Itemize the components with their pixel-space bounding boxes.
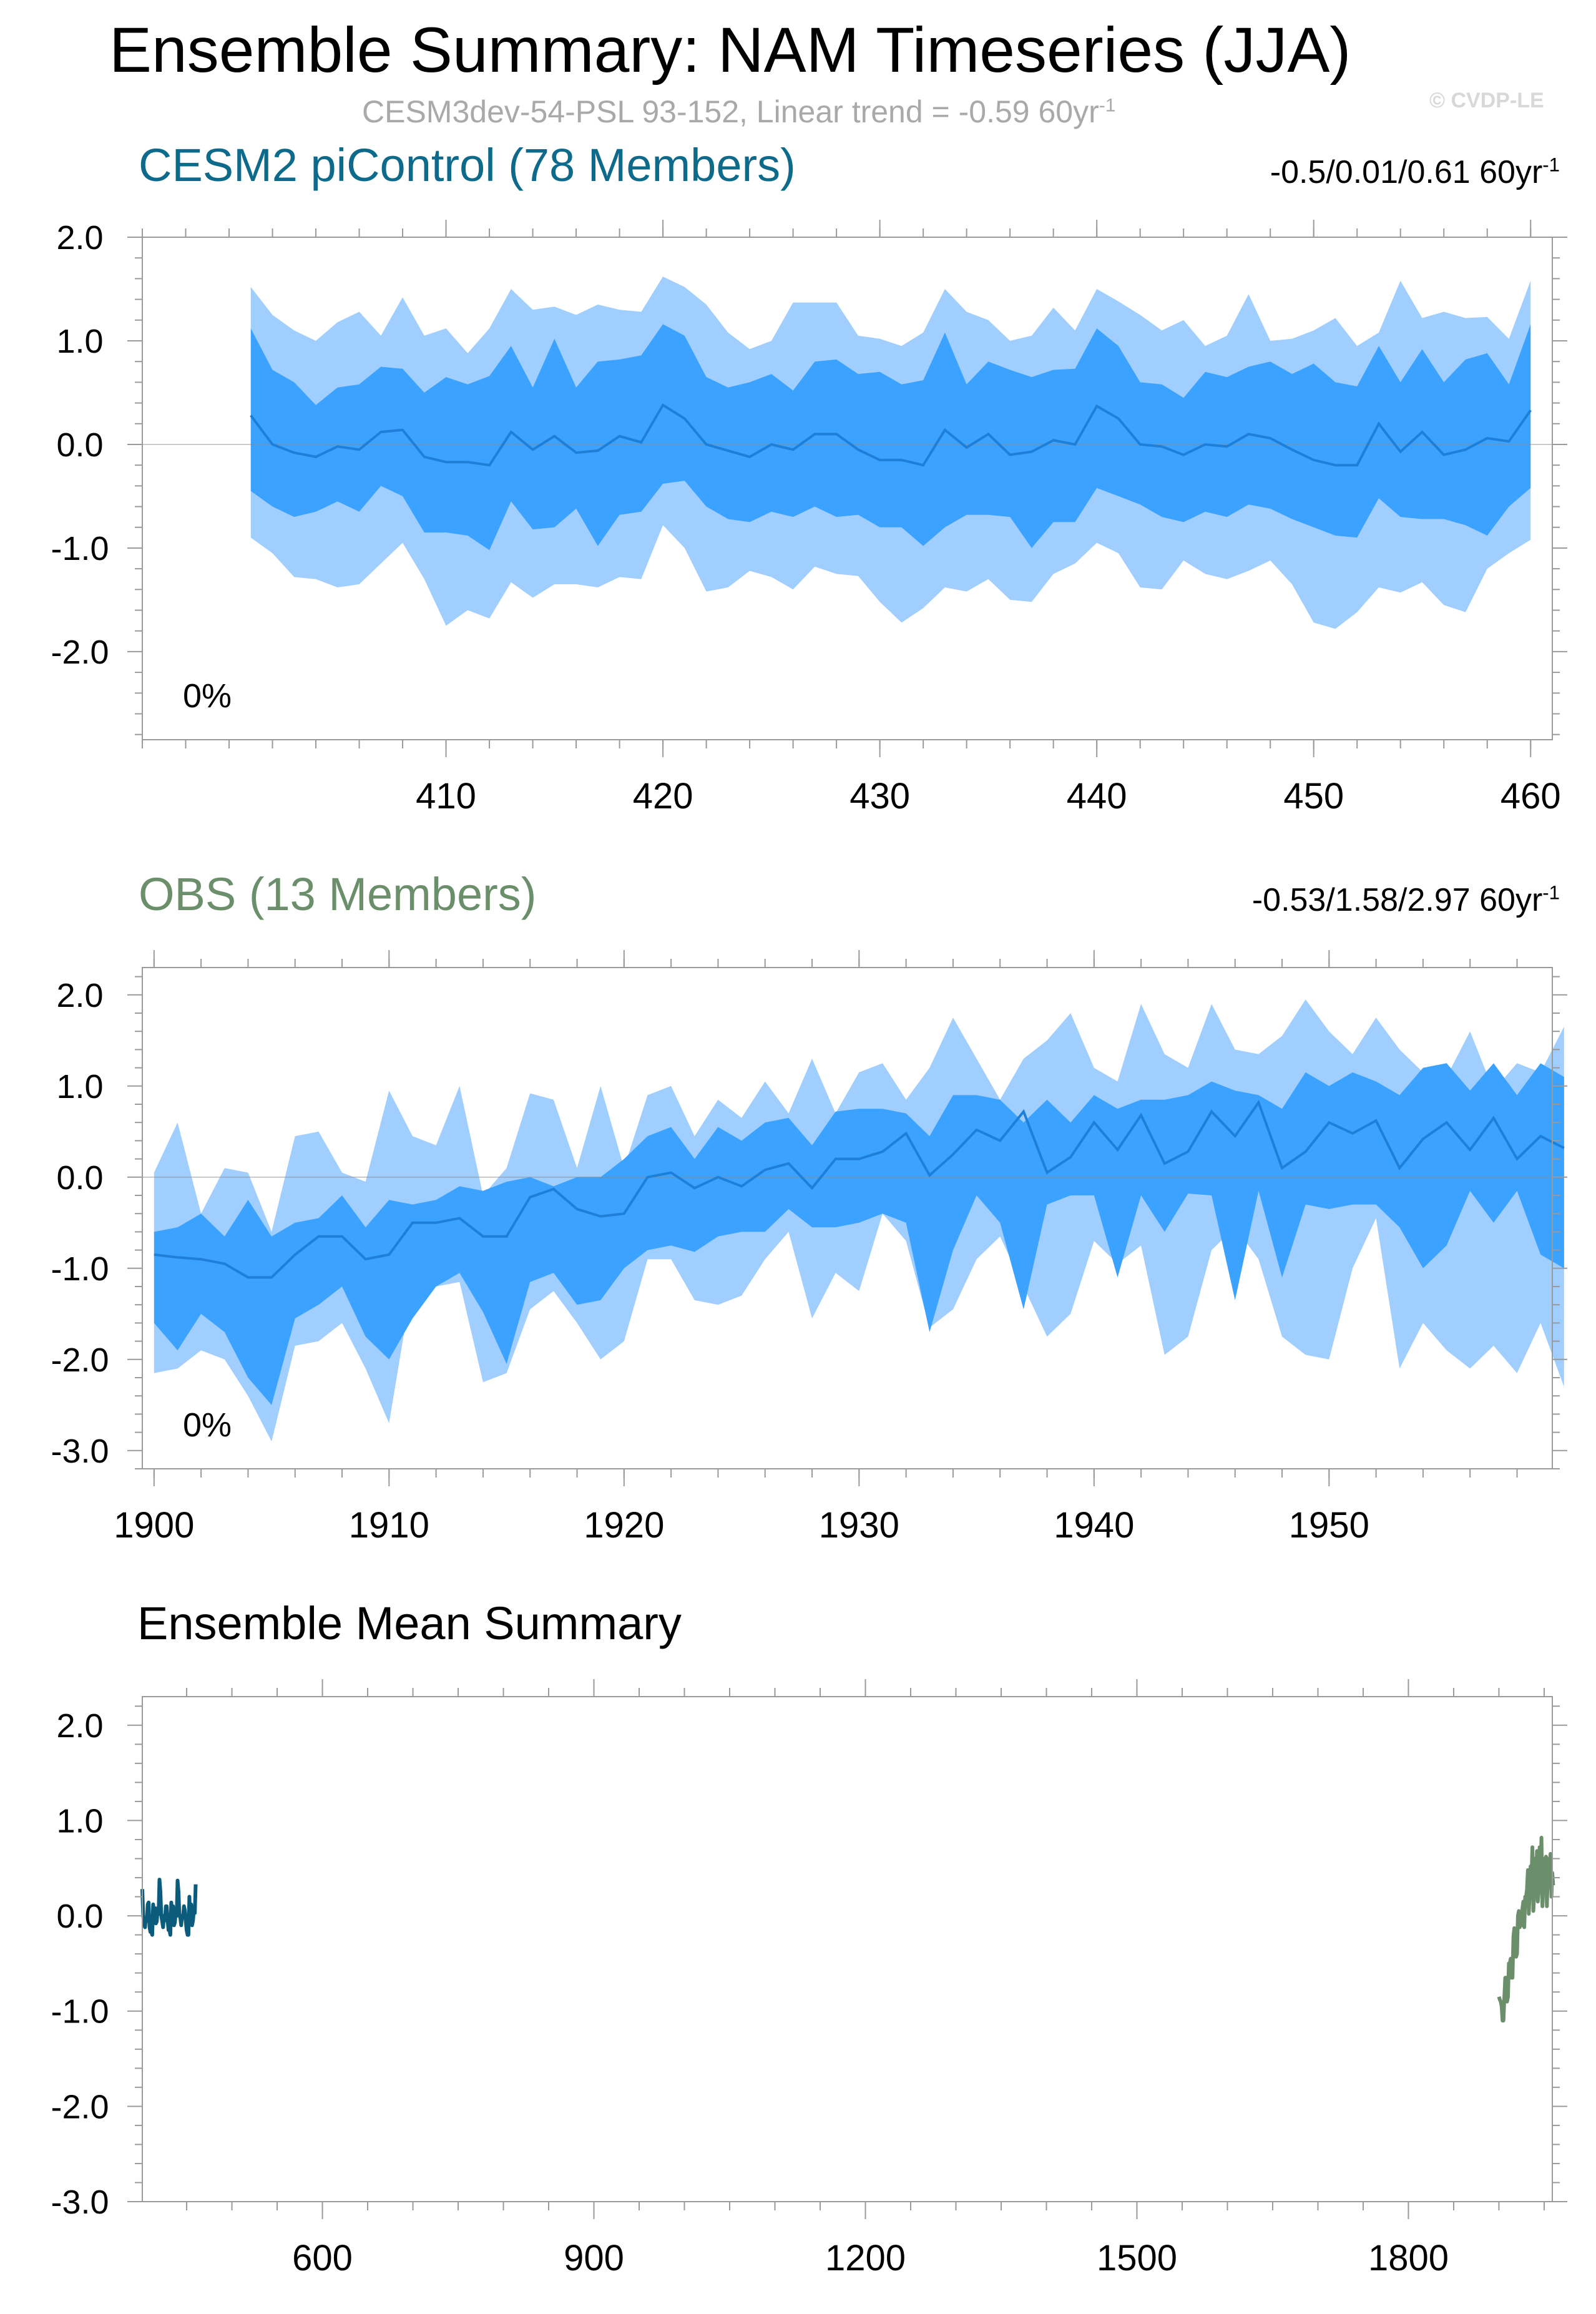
- panel2-frame: [142, 967, 1553, 1469]
- page-title: Ensemble Summary: NAM Timeseries (JJA): [109, 14, 1351, 86]
- panel3-frame: [142, 1696, 1553, 2202]
- panel1-xtick-label: 460: [1501, 776, 1561, 816]
- panel1-ytick-label: -1.0: [51, 530, 109, 567]
- panel2-xtick-label: 1910: [349, 1505, 429, 1546]
- panel3-ytick-label: 2.0: [56, 1707, 103, 1745]
- subtitle-text: CESM3dev-54-PSL 93-152, Linear trend = -…: [362, 94, 1099, 129]
- panel1-xtick-label: 450: [1283, 776, 1344, 816]
- panel3-xtick-label: 1500: [1097, 2238, 1177, 2278]
- panel1-xtick-label: 440: [1067, 776, 1127, 816]
- panel1-ytick-label: 2.0: [56, 219, 103, 257]
- panel1-trend-sup: -1: [1542, 154, 1560, 176]
- panel2-mean-line: [154, 1099, 1565, 1279]
- panel2-trend-sup: -1: [1542, 881, 1560, 904]
- panel3-ytick-label: -2.0: [51, 2088, 109, 2125]
- panel1-xtick-label: 420: [633, 776, 693, 816]
- summary-line-obs: [1497, 1835, 1555, 2022]
- panel2-xtick-label: 1920: [584, 1505, 664, 1546]
- panel2-ytick-label: -1.0: [51, 1250, 109, 1288]
- panel2-ytick-label: 2.0: [56, 977, 103, 1014]
- watermark: © CVDP-LE: [1429, 89, 1544, 112]
- panel1-mean-line: [250, 403, 1532, 467]
- subtitle: CESM3dev-54-PSL 93-152, Linear trend = -…: [362, 94, 1115, 130]
- panel1-xtick-label: 430: [849, 776, 910, 816]
- panel1-ytick-label: -2.0: [51, 634, 109, 671]
- panel1-xtick-label: 410: [416, 776, 476, 816]
- panel3-title: Ensemble Mean Summary: [137, 1597, 682, 1649]
- panel2-xtick-label: 1940: [1054, 1505, 1134, 1546]
- panel1-title: CESM2 piControl (78 Members): [139, 139, 796, 191]
- panel2-ytick-label: -2.0: [51, 1341, 109, 1379]
- panel1-percent-annotation: 0%: [183, 677, 232, 715]
- panel2-xtick-label: 1900: [114, 1505, 194, 1546]
- panel3-ytick-label: 1.0: [56, 1802, 103, 1840]
- panel2-ytick-label: 1.0: [56, 1068, 103, 1106]
- panel2-ytick-label: -3.0: [51, 1433, 109, 1470]
- panel3-ytick-label: -1.0: [51, 1993, 109, 2031]
- panel1-trend: -0.5/0.01/0.61 60yr-1: [1270, 154, 1560, 191]
- panel1-ytick-label: 0.0: [56, 426, 103, 464]
- panel1-frame: [142, 237, 1553, 740]
- panel1-band-25-75: [250, 324, 1531, 551]
- panel3-ytick-label: -3.0: [51, 2184, 109, 2221]
- panel3-xtick-label: 1800: [1368, 2238, 1449, 2278]
- summary-line-cesm2: [140, 1878, 198, 1937]
- panel2-trend-text: -0.53/1.58/2.97 60yr: [1251, 882, 1543, 918]
- panel2-ytick-label: 0.0: [56, 1159, 103, 1197]
- panel2-band-25-75: [154, 1063, 1564, 1405]
- panel2-xtick-label: 1950: [1289, 1505, 1369, 1546]
- panel2-trend: -0.53/1.58/2.97 60yr-1: [1252, 881, 1560, 919]
- panel3-xtick-label: 900: [564, 2238, 624, 2278]
- panel2-percent-annotation: 0%: [183, 1406, 232, 1444]
- panel2-xtick-label: 1930: [819, 1505, 899, 1546]
- panel3-xtick-label: 1200: [825, 2238, 906, 2278]
- panel1-ytick-label: 1.0: [56, 323, 103, 360]
- subtitle-sup: -1: [1099, 95, 1116, 116]
- panel3-xtick-label: 600: [292, 2238, 353, 2278]
- panel1-trend-text: -0.5/0.01/0.61 60yr: [1270, 154, 1543, 190]
- panel3-ytick-label: 0.0: [56, 1898, 103, 1935]
- panel2-title: OBS (13 Members): [139, 868, 537, 920]
